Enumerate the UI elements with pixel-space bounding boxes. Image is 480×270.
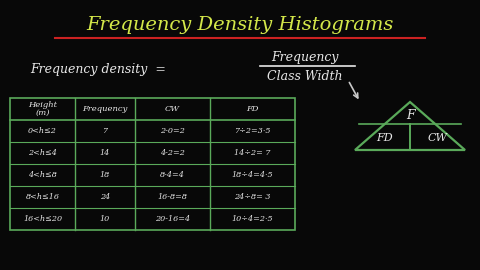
Bar <box>10 98 295 230</box>
Text: 4<h≤8: 4<h≤8 <box>28 171 57 179</box>
Text: Frequency: Frequency <box>82 105 128 113</box>
Text: FD: FD <box>246 105 259 113</box>
Text: 2-0=2: 2-0=2 <box>160 127 185 135</box>
Text: Height
(m): Height (m) <box>28 101 57 117</box>
Text: 4-2=2: 4-2=2 <box>160 149 185 157</box>
Text: CW: CW <box>428 133 448 143</box>
Text: 18: 18 <box>100 171 110 179</box>
Text: Frequency density  =: Frequency density = <box>30 63 166 76</box>
Text: 0<h≤2: 0<h≤2 <box>28 127 57 135</box>
Text: 16<h≤20: 16<h≤20 <box>23 215 62 223</box>
Text: FD: FD <box>376 133 392 143</box>
Text: 24÷8= 3: 24÷8= 3 <box>234 193 271 201</box>
Text: 16-8=8: 16-8=8 <box>157 193 188 201</box>
Text: F: F <box>406 109 414 122</box>
Text: 7÷2=3·5: 7÷2=3·5 <box>234 127 271 135</box>
Text: Frequency: Frequency <box>271 52 339 65</box>
Text: CW: CW <box>165 105 180 113</box>
Text: 14÷2= 7: 14÷2= 7 <box>234 149 271 157</box>
Text: 8-4=4: 8-4=4 <box>160 171 185 179</box>
Text: 10÷4=2·5: 10÷4=2·5 <box>232 215 273 223</box>
Text: 20-16=4: 20-16=4 <box>155 215 190 223</box>
Text: Frequency Density Histograms: Frequency Density Histograms <box>86 16 394 34</box>
Text: 24: 24 <box>100 193 110 201</box>
Text: 14: 14 <box>100 149 110 157</box>
Text: 2<h≤4: 2<h≤4 <box>28 149 57 157</box>
Text: Class Width: Class Width <box>267 70 343 83</box>
Text: 18÷4=4·5: 18÷4=4·5 <box>232 171 273 179</box>
Text: 7: 7 <box>102 127 108 135</box>
Text: 8<h≤16: 8<h≤16 <box>25 193 60 201</box>
Text: 10: 10 <box>100 215 110 223</box>
